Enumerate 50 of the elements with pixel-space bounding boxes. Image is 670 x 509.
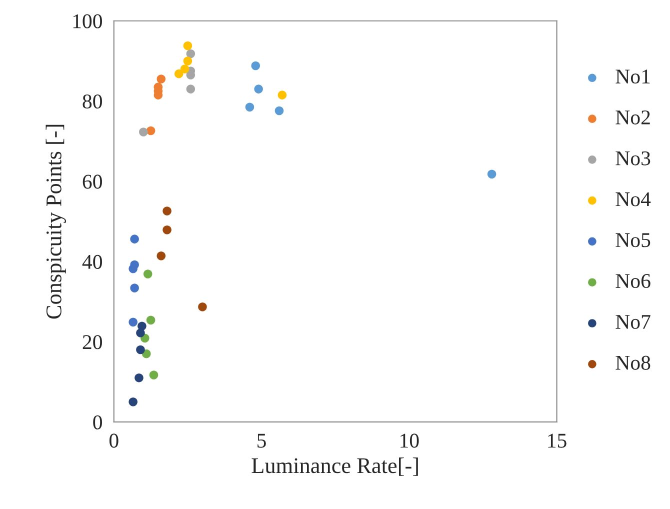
legend-label: No3 [616, 151, 650, 166]
point [278, 90, 287, 100]
legend-label: No8 [616, 356, 650, 370]
point [183, 41, 192, 50]
point [254, 84, 263, 94]
point [162, 206, 172, 216]
y-tick-label: 20 [82, 335, 102, 350]
point [274, 106, 284, 116]
point [143, 270, 152, 278]
y-tick-label: 0 [93, 415, 102, 430]
legend-label: No5 [616, 233, 650, 248]
x-tick-label: 15 [548, 434, 566, 448]
point [130, 234, 139, 244]
legend-label: No6 [616, 274, 650, 288]
point [136, 345, 145, 354]
point [146, 126, 156, 136]
y-tick-label: 60 [82, 174, 102, 189]
point [487, 170, 496, 178]
point [139, 128, 148, 136]
point [156, 74, 166, 84]
point [180, 64, 190, 74]
point [130, 284, 139, 292]
point [128, 398, 138, 406]
y-tick-label: 40 [82, 254, 102, 269]
x-tick-label: 0 [109, 434, 118, 448]
x-tick-label: 5 [258, 434, 266, 448]
point [183, 56, 192, 66]
y-tick-label: 100 [73, 14, 102, 28]
point [174, 69, 184, 78]
point [198, 302, 207, 312]
point [186, 49, 196, 58]
point [245, 102, 254, 112]
point [251, 61, 260, 70]
x-tick-label: 10 [400, 434, 419, 448]
point [136, 328, 145, 338]
point [162, 225, 172, 234]
point [186, 84, 196, 94]
point [128, 318, 138, 326]
point [146, 316, 156, 324]
point [128, 264, 138, 274]
point [149, 370, 158, 380]
y-axis-title: Conspicuity Points [-] [46, 124, 66, 319]
point [156, 252, 166, 260]
x-axis-title: Luminance Rate[-] [252, 458, 418, 476]
point [134, 373, 144, 382]
legend-label: No2 [616, 110, 650, 124]
legend-label: No7 [616, 315, 650, 329]
y-tick-label: 80 [82, 94, 102, 109]
legend-label: No1 [616, 70, 650, 84]
legend-label: No4 [616, 192, 651, 206]
